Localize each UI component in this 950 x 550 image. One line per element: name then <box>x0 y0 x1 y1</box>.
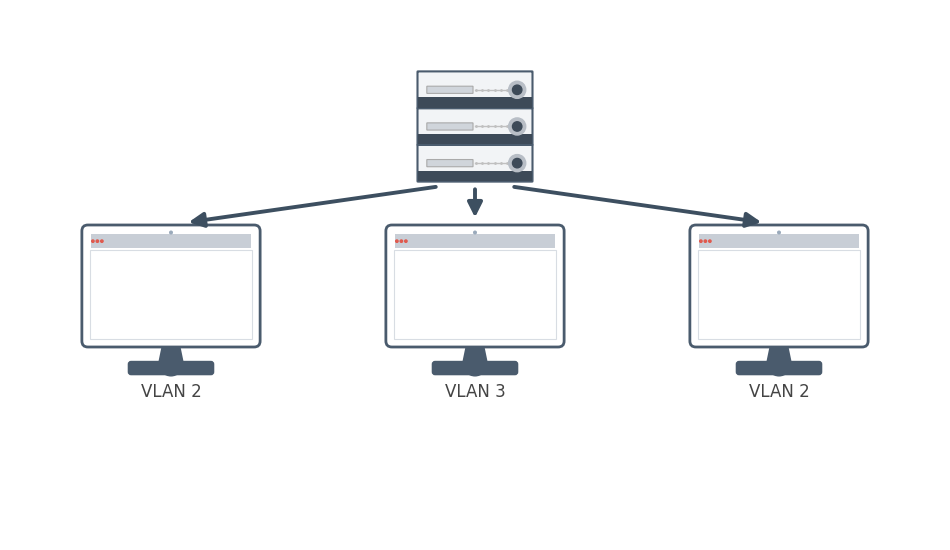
FancyBboxPatch shape <box>417 145 533 182</box>
Circle shape <box>512 122 522 131</box>
Text: VLAN 2: VLAN 2 <box>749 383 809 401</box>
Circle shape <box>508 155 525 172</box>
Circle shape <box>96 240 99 243</box>
FancyBboxPatch shape <box>433 362 517 374</box>
FancyBboxPatch shape <box>129 362 213 374</box>
FancyBboxPatch shape <box>427 160 473 167</box>
Circle shape <box>405 240 407 243</box>
Circle shape <box>160 353 182 376</box>
Bar <box>394 250 556 338</box>
Bar <box>418 134 532 145</box>
Circle shape <box>512 158 522 168</box>
Circle shape <box>709 240 711 243</box>
Bar <box>698 250 860 338</box>
FancyBboxPatch shape <box>417 108 533 145</box>
Circle shape <box>474 231 476 234</box>
FancyBboxPatch shape <box>82 225 260 347</box>
Bar <box>91 234 251 248</box>
Bar <box>395 234 555 248</box>
Circle shape <box>508 118 525 135</box>
PathPatch shape <box>766 341 792 365</box>
Circle shape <box>101 240 103 243</box>
FancyBboxPatch shape <box>417 72 533 108</box>
Bar <box>699 234 859 248</box>
Bar <box>418 97 532 108</box>
Text: VLAN 2: VLAN 2 <box>141 383 201 401</box>
FancyBboxPatch shape <box>690 225 868 347</box>
Circle shape <box>170 231 172 234</box>
Circle shape <box>464 353 486 376</box>
Circle shape <box>508 81 525 98</box>
Circle shape <box>778 231 780 234</box>
Circle shape <box>400 240 403 243</box>
Circle shape <box>512 85 522 95</box>
Text: VLAN 3: VLAN 3 <box>445 383 505 401</box>
Circle shape <box>768 353 790 376</box>
Circle shape <box>699 240 702 243</box>
Bar <box>90 250 252 338</box>
PathPatch shape <box>158 341 184 365</box>
Bar <box>418 171 532 181</box>
FancyBboxPatch shape <box>737 362 821 374</box>
PathPatch shape <box>462 341 488 365</box>
Circle shape <box>704 240 707 243</box>
FancyBboxPatch shape <box>386 225 564 347</box>
Circle shape <box>395 240 398 243</box>
FancyBboxPatch shape <box>427 86 473 94</box>
FancyBboxPatch shape <box>427 123 473 130</box>
Circle shape <box>92 240 94 243</box>
